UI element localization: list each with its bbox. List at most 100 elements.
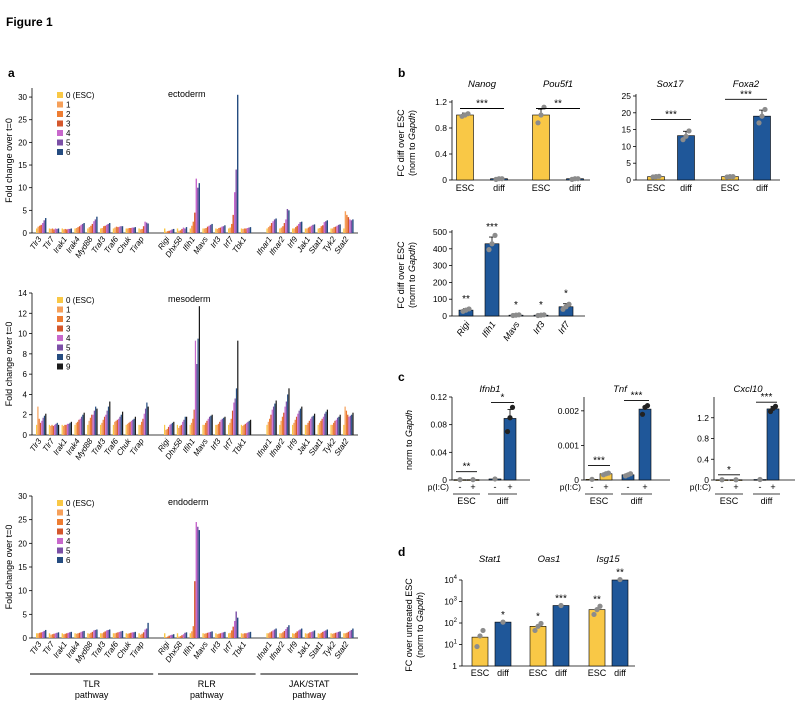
bar-Tyk2-t1 (331, 228, 334, 233)
bar-Tirap-t1 (139, 229, 142, 233)
bar-Mavs-t2 (205, 228, 207, 233)
bar-Traf6-t2 (115, 632, 118, 638)
legend-swatch (57, 130, 63, 136)
bar-Stat2-t6 (351, 414, 353, 435)
bar-Traf3-t3 (104, 631, 106, 638)
y-axis-label-gene: Gapdh (404, 410, 414, 437)
bar-Jak1-t5 (312, 224, 314, 233)
x-tick-label: Mavs (191, 640, 209, 661)
legend-label: 2 (66, 518, 71, 527)
bar-Mavs-t3 (206, 632, 209, 638)
y-axis-label-close: ) (407, 110, 417, 113)
bar-Dhx58-t1 (178, 636, 180, 638)
bar-Stat1-t6 (325, 411, 327, 435)
bar-Jak1-t3 (309, 226, 311, 233)
bar-Mavs-t2 (205, 633, 207, 638)
bar-Jak1-t6 (313, 224, 316, 233)
data-point (532, 627, 538, 634)
x-tick-label: Mavs (191, 235, 209, 256)
x-tick-label: ESC (456, 183, 475, 193)
x-tick-label: Tlr3 (28, 640, 44, 657)
bar-Irf9-t6 (300, 628, 303, 638)
bar-Ifnar1-t2 (269, 632, 271, 638)
bar-Irf3-t3 (219, 633, 222, 638)
bar-diff-+ (766, 408, 780, 481)
x-tick-label: Stat2 (333, 235, 351, 256)
bar-Rigi-t5 (170, 423, 172, 435)
pathway-name: JAK/STAT (289, 679, 330, 689)
legend-swatch (57, 547, 63, 554)
bar-Ifnar2-t2 (281, 416, 284, 435)
gene-title: Stat1 (479, 554, 501, 565)
bar-Jak1-t1 (306, 633, 308, 638)
bar-Chuk-t5 (133, 227, 135, 233)
bar-Tirap-t4 (144, 629, 146, 638)
x-tick-label: Tbk1 (231, 640, 249, 660)
bar-Traf6-t1 (114, 633, 116, 638)
x-tick-label: Irf3 (209, 437, 223, 452)
data-point (597, 603, 603, 609)
x-tick-label: diff (493, 183, 505, 193)
bar-Irf9-t2 (294, 419, 296, 435)
significance-mark: ** (463, 462, 471, 473)
bar-diff (552, 605, 570, 667)
significance-mark: *** (740, 89, 752, 100)
bar-Traf3-t0 (ESC) (100, 228, 102, 233)
bar-Tlr3-t5 (42, 417, 44, 435)
bar-Rigi-t0 (ESC) (164, 424, 166, 435)
bar-Irak4-t6 (82, 414, 84, 435)
bar-Irak1-t6 (70, 228, 72, 233)
y-tick-label: 0.8 (697, 434, 709, 444)
legend-swatch (57, 297, 63, 303)
bar-Tirap-t5 (145, 628, 148, 638)
bar-Ifih1-t3 (194, 581, 196, 638)
bar-Irak1-t6 (69, 422, 71, 435)
bar-Jak1-t4 (310, 631, 313, 638)
bar-Chuk-t2 (128, 228, 130, 233)
bar-Ifnar1-t5 (272, 406, 275, 435)
legend-label: 4 (66, 334, 71, 343)
y-tick-label: 10 (18, 330, 27, 339)
bar-Irf3-t6 (223, 417, 225, 435)
bar-Tirap-t6 (147, 223, 149, 233)
significance-mark: ** (462, 294, 470, 305)
legend-swatch (57, 149, 63, 155)
data-point (499, 176, 505, 182)
y-tick-label: 0 (574, 475, 579, 485)
bar-Traf3-t3 (103, 416, 106, 435)
bar-Stat1-t3 (322, 631, 324, 638)
bar-Mavs-t9 (211, 414, 213, 435)
bar-Tirap-t2 (141, 633, 143, 638)
bar-Chuk-t0 (ESC) (125, 228, 127, 233)
bar-Ifnar2-t3 (283, 412, 285, 435)
bar-Mavs-t1 (203, 424, 205, 435)
bar-Irf9-t4 (297, 630, 300, 638)
bar-Rigi-t3 (168, 230, 170, 233)
bar-Stat1-t3 (322, 225, 324, 233)
bar-Stat1-t0 (ESC) (317, 228, 319, 233)
bar-Tbk1-t3 (245, 228, 247, 233)
bar-Irak1-t4 (67, 228, 69, 233)
bar-Traf3-t4 (105, 224, 108, 233)
bar-ESC (532, 114, 550, 181)
bar-Chuk-t3 (130, 632, 132, 638)
bar-Traf3-t1 (101, 228, 103, 233)
bar-Chuk-t3 (129, 421, 131, 435)
legend-label: 3 (66, 120, 71, 129)
significance-mark: *** (631, 390, 643, 401)
bar-Irf7-t1 (229, 632, 231, 638)
bar-Stat1-t4 (322, 416, 325, 435)
bar-Stat2-t0 (ESC) (343, 633, 345, 638)
bar-Dhx58-t2 (179, 425, 181, 435)
bar-Mavs-t1 (203, 633, 206, 638)
y-axis-label: Fold change over t=0 (4, 525, 14, 610)
x-tick-label: Stat2 (333, 640, 351, 661)
bar-Ifnar2-t4 (285, 219, 287, 233)
bar-Tyk2-t3 (334, 420, 336, 435)
bar-Irf7-t1 (229, 227, 231, 233)
bar-Chuk-t6 (134, 227, 136, 233)
bar-Tirap-t9 (147, 406, 149, 435)
bar-Myd88-t0 (ESC) (87, 228, 89, 233)
bar-Tbk1-t2 (243, 633, 246, 638)
